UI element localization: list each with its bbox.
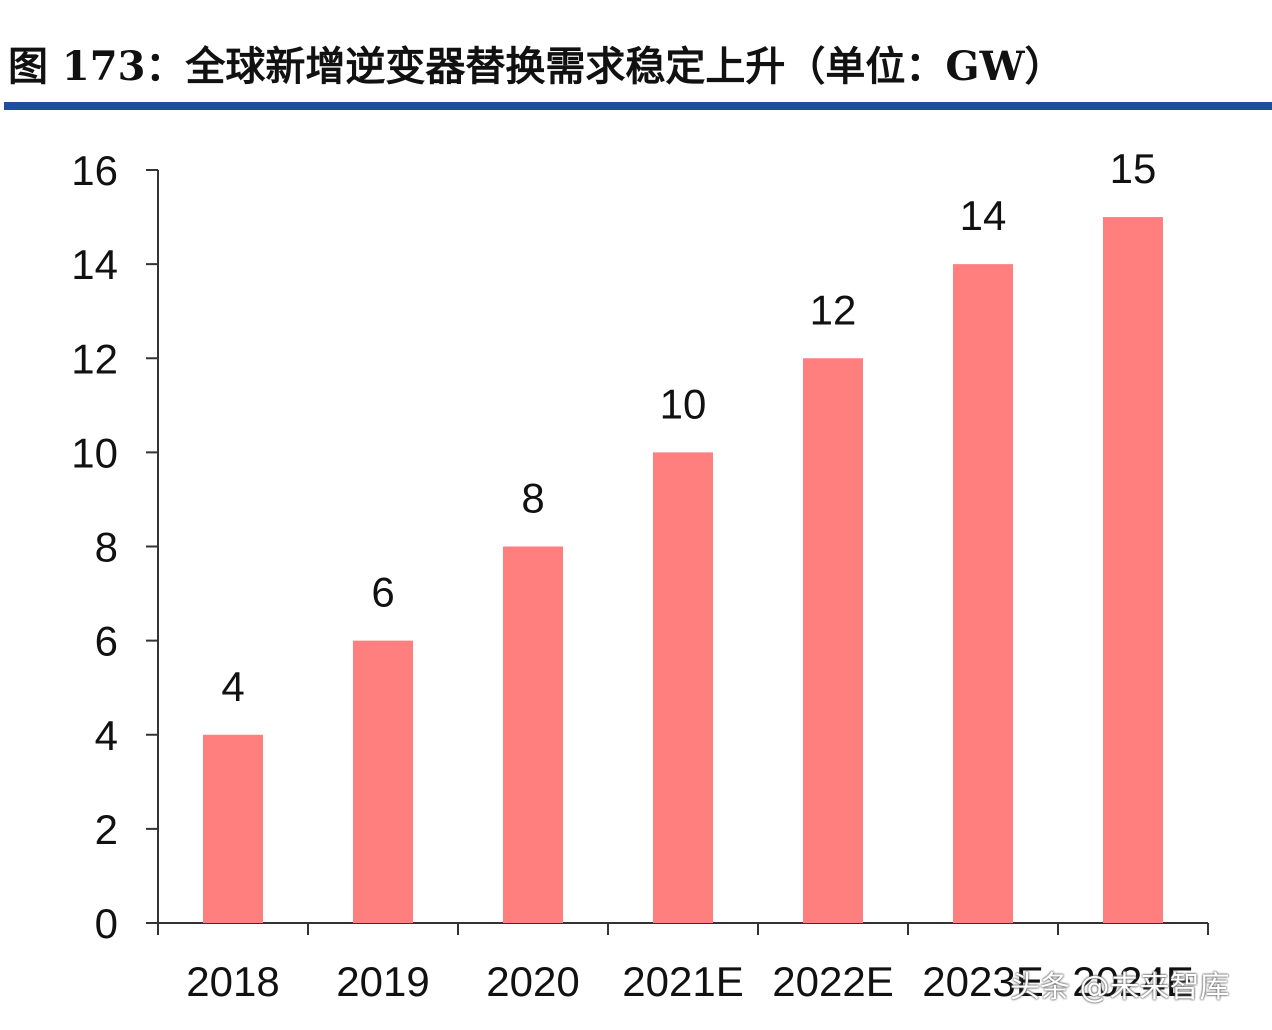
x-tick-label: 2021E xyxy=(622,958,743,1005)
y-tick-label: 8 xyxy=(95,524,118,571)
data-label: 4 xyxy=(221,663,244,710)
x-tick-label: 2022E xyxy=(772,958,893,1005)
y-tick-label: 12 xyxy=(71,335,118,382)
y-tick-label: 10 xyxy=(71,429,118,476)
x-tick-label: 2020 xyxy=(486,958,579,1005)
title-divider xyxy=(4,102,1272,110)
x-tick-label: 2019 xyxy=(336,958,429,1005)
data-label: 8 xyxy=(521,475,544,522)
y-axis: 0 2 4 6 8 10 12 14 16 xyxy=(71,147,159,947)
x-tick-label: 2023E xyxy=(922,958,1043,1005)
y-tick-label: 14 xyxy=(71,241,118,288)
bar-2023E xyxy=(953,264,1013,923)
chart-title: 图 173：全球新增逆变器替换需求稳定上升（单位：GW） xyxy=(8,43,1065,90)
watermark: 头条 @未来智库 xyxy=(1010,970,1230,1005)
bar-2022E xyxy=(803,358,863,923)
data-label: 10 xyxy=(660,380,707,427)
bar-2024E xyxy=(1103,217,1163,923)
data-label: 14 xyxy=(960,192,1007,239)
bar-2021E xyxy=(653,452,713,923)
data-label: 12 xyxy=(810,286,857,333)
bar-2020 xyxy=(503,546,563,923)
y-tick-label: 4 xyxy=(95,712,118,759)
x-tick-label: 2018 xyxy=(186,958,279,1005)
data-labels: 4 6 8 10 12 14 15 xyxy=(221,145,1156,710)
y-tick-label: 16 xyxy=(71,147,118,194)
data-label: 6 xyxy=(371,569,394,616)
x-tick-label: 2024E xyxy=(1072,958,1193,1005)
data-label: 15 xyxy=(1110,145,1157,192)
y-tick-label: 0 xyxy=(95,900,118,947)
bars xyxy=(203,217,1163,923)
y-tick-label: 6 xyxy=(95,618,118,665)
bar-2019 xyxy=(353,640,413,923)
bar-2018 xyxy=(203,734,263,923)
y-tick-label: 2 xyxy=(95,806,118,853)
